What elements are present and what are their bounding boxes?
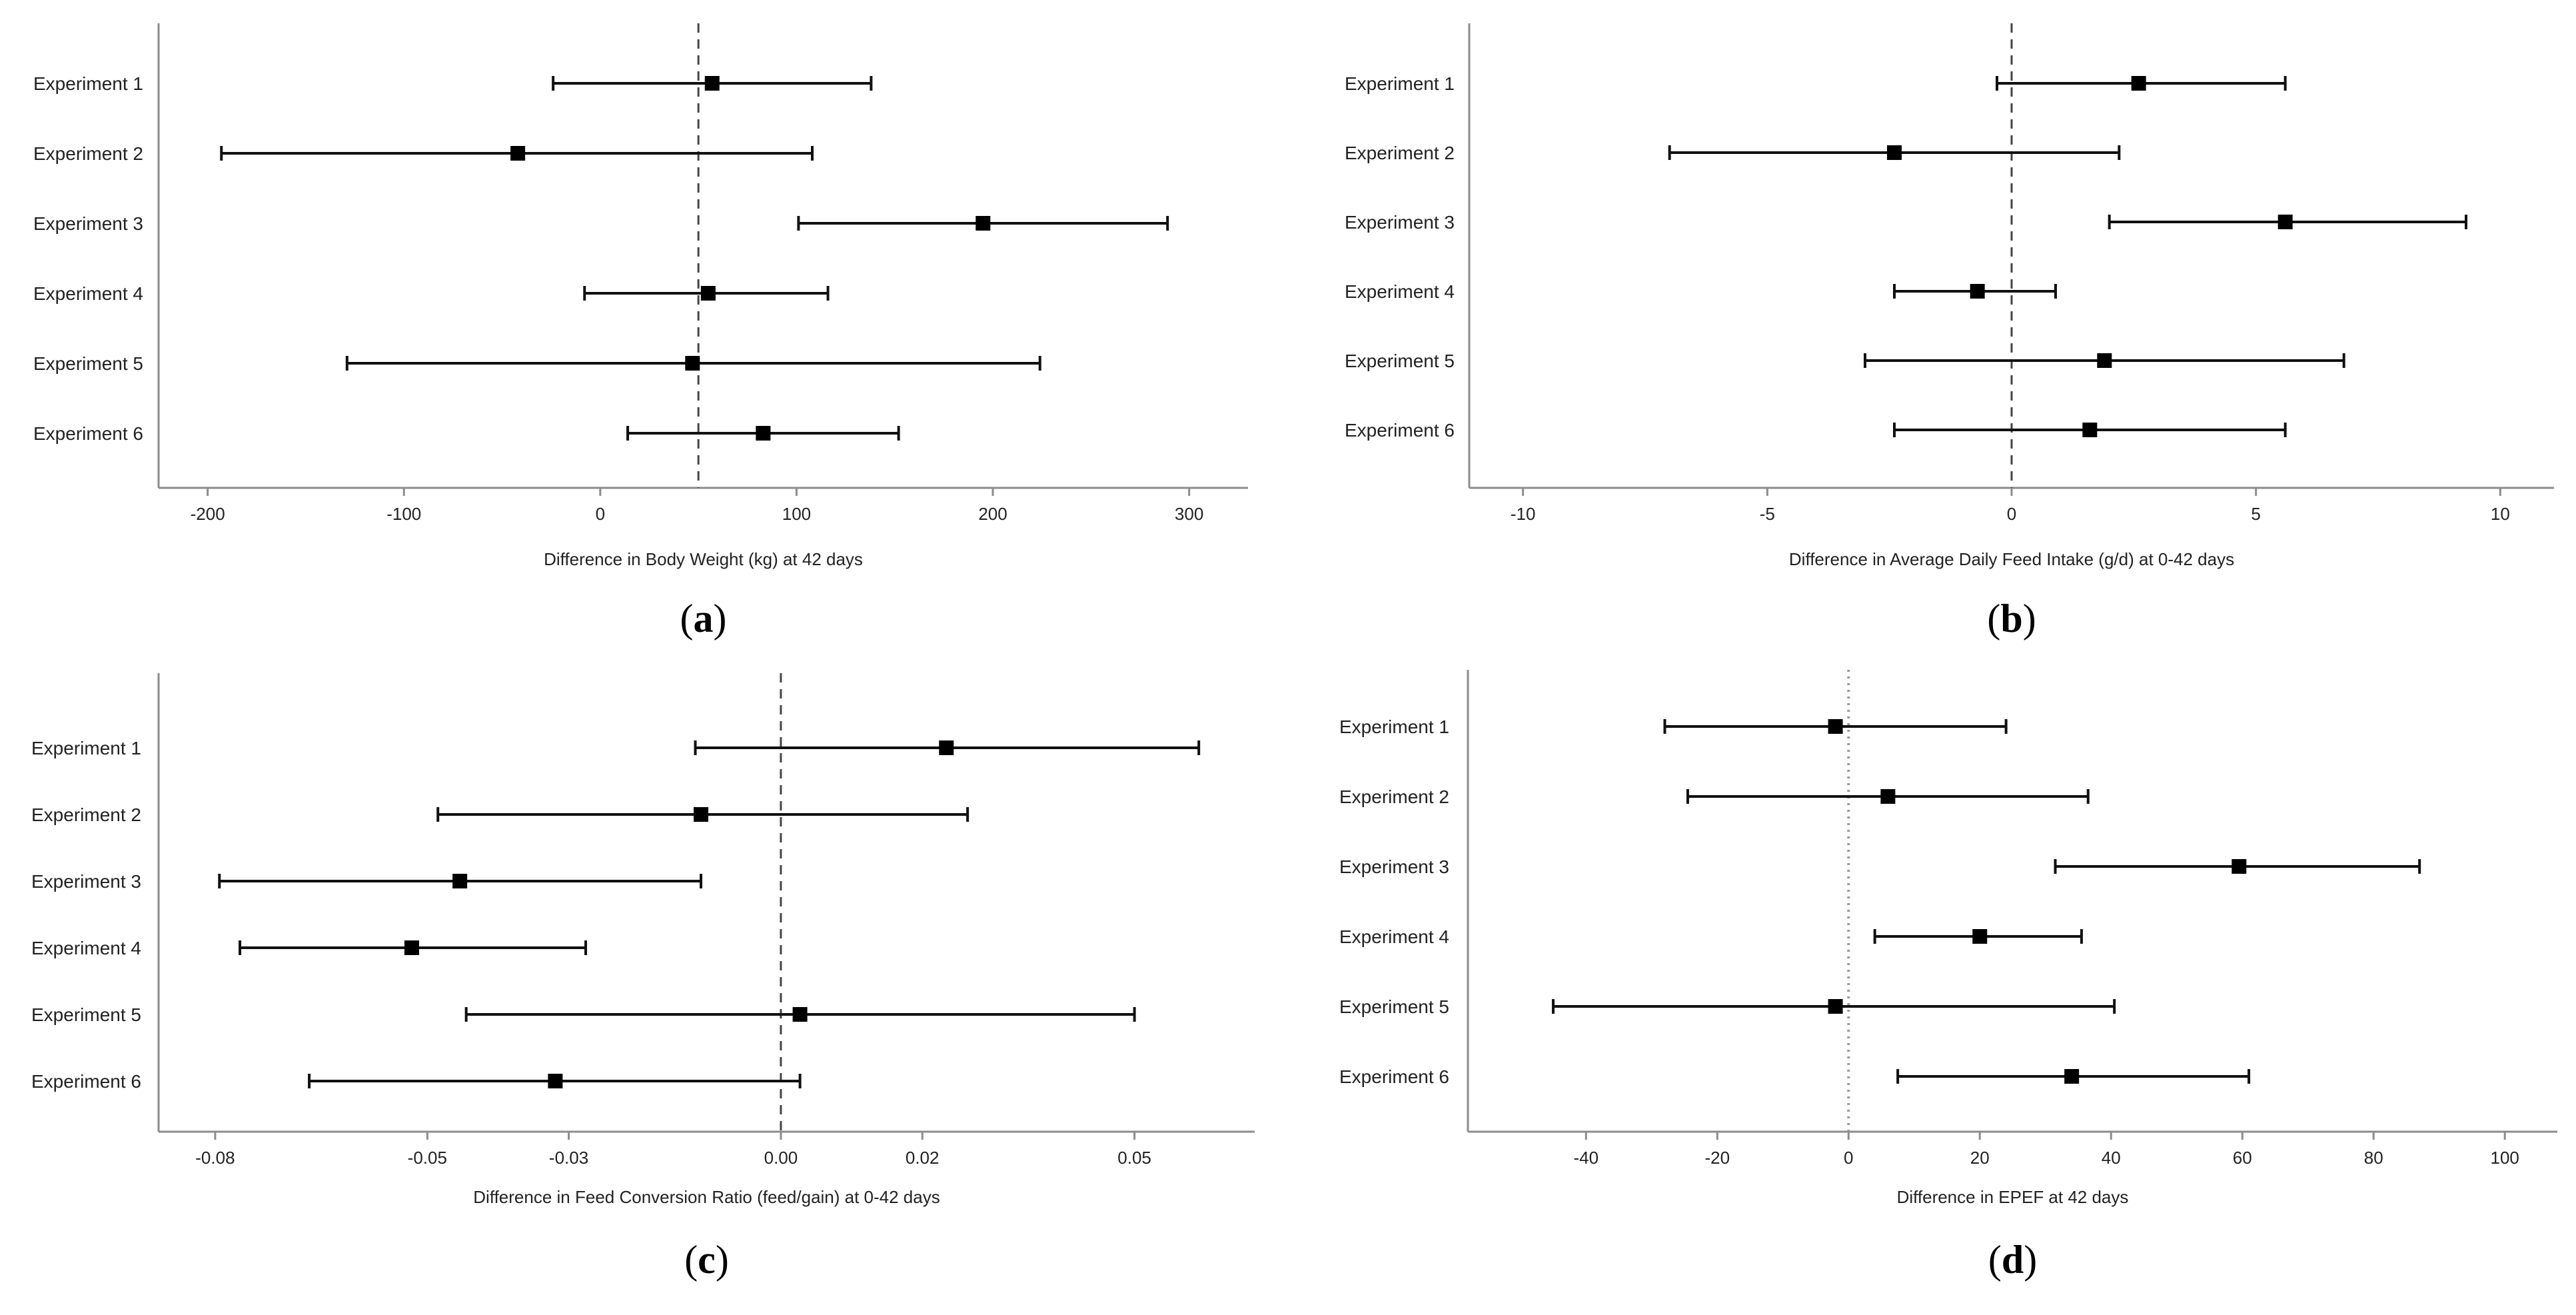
point-estimate-marker xyxy=(1828,719,1843,734)
category-label: Experiment 3 xyxy=(31,871,141,892)
category-label: Experiment 5 xyxy=(33,353,143,374)
x-axis-title: Difference in Average Daily Feed Intake … xyxy=(1789,549,2234,569)
point-estimate-marker xyxy=(1887,145,1902,160)
point-estimate-marker xyxy=(939,740,954,755)
x-tick-label: 0 xyxy=(1844,1148,1853,1168)
category-label: Experiment 3 xyxy=(1345,212,1455,233)
point-estimate-marker xyxy=(1970,284,1985,299)
x-tick-label: -0.03 xyxy=(549,1148,588,1168)
category-label: Experiment 1 xyxy=(33,73,143,94)
x-tick-label: -20 xyxy=(1704,1148,1730,1168)
point-estimate-marker xyxy=(2082,423,2098,437)
x-tick-label: 40 xyxy=(2102,1148,2121,1168)
category-label: Experiment 6 xyxy=(1345,420,1455,441)
x-tick-label: 0 xyxy=(2007,504,2016,524)
panel-label: (d) xyxy=(1988,1238,2037,1282)
category-label: Experiment 2 xyxy=(33,143,143,164)
category-label: Experiment 6 xyxy=(1339,1066,1449,1087)
point-estimate-marker xyxy=(2064,1069,2080,1084)
category-label: Experiment 5 xyxy=(1339,996,1449,1017)
x-tick-label: 0.02 xyxy=(906,1148,940,1168)
point-estimate-marker xyxy=(700,286,716,301)
x-tick-label: 0 xyxy=(596,504,605,524)
x-tick-label: 100 xyxy=(782,504,811,524)
point-estimate-marker xyxy=(704,76,720,91)
x-tick-label: 60 xyxy=(2233,1148,2252,1168)
category-label: Experiment 6 xyxy=(31,1071,141,1092)
category-label: Experiment 2 xyxy=(31,804,141,825)
point-estimate-marker xyxy=(2131,76,2146,91)
category-label: Experiment 4 xyxy=(33,283,143,304)
x-axis-title: Difference in Feed Conversion Ratio (fee… xyxy=(473,1187,940,1207)
point-estimate-marker xyxy=(1972,929,1988,944)
point-estimate-marker xyxy=(975,216,991,231)
point-estimate-marker xyxy=(1880,789,1896,804)
point-estimate-marker xyxy=(2232,859,2247,874)
point-estimate-marker xyxy=(2277,215,2293,229)
point-estimate-marker xyxy=(792,1007,808,1022)
panel-label: (a) xyxy=(680,597,727,641)
point-estimate-marker xyxy=(685,356,700,371)
x-tick-label: 100 xyxy=(2491,1148,2519,1168)
panel-d: -40 -20 0 20 40 60 80 100 Experiment 1 Experiment… xyxy=(1339,670,2557,1282)
x-tick-label: 10 xyxy=(2491,504,2510,524)
x-tick-label: 200 xyxy=(978,504,1007,524)
point-estimate-marker xyxy=(510,146,526,161)
category-label: Experiment 1 xyxy=(31,738,141,758)
category-label: Experiment 5 xyxy=(31,1004,141,1025)
point-estimate-marker xyxy=(452,874,468,888)
category-label: Experiment 4 xyxy=(1345,281,1455,302)
x-tick-label: 0.00 xyxy=(764,1148,798,1168)
category-label: Experiment 2 xyxy=(1345,143,1455,163)
x-axis-title: Difference in EPEF at 42 days xyxy=(1897,1187,2129,1207)
category-label: Experiment 3 xyxy=(1339,856,1449,877)
x-tick-label: -5 xyxy=(1760,504,1775,524)
x-tick-label: 5 xyxy=(2251,504,2260,524)
point-estimate-marker xyxy=(2097,353,2112,368)
category-label: Experiment 4 xyxy=(31,938,141,958)
point-estimate-marker xyxy=(756,426,771,441)
category-label: Experiment 1 xyxy=(1345,73,1455,94)
panel-c: -0.08 -0.05 -0.03 0.00 0.02 0.05 Experiment 1 E… xyxy=(31,673,1255,1282)
x-tick-label: -0.08 xyxy=(195,1148,235,1168)
panel-a: -200 -100 0 100 200 300 Experiment 1 Experiment… xyxy=(33,23,1248,641)
category-label: Experiment 6 xyxy=(33,423,143,444)
panel-label: (b) xyxy=(1987,597,2036,641)
category-label: Experiment 4 xyxy=(1339,926,1449,947)
category-label: Experiment 3 xyxy=(33,213,143,234)
point-estimate-marker xyxy=(694,807,709,822)
x-tick-label: -100 xyxy=(386,504,421,524)
point-estimate-marker xyxy=(548,1074,563,1088)
x-tick-label: 80 xyxy=(2364,1148,2383,1168)
x-tick-label: -200 xyxy=(191,504,225,524)
point-estimate-marker xyxy=(1828,999,1843,1014)
category-label: Experiment 2 xyxy=(1339,786,1449,807)
category-label: Experiment 5 xyxy=(1345,351,1455,371)
x-tick-label: 0.05 xyxy=(1117,1148,1151,1168)
category-label: Experiment 1 xyxy=(1339,716,1449,737)
x-tick-label: 300 xyxy=(1175,504,1203,524)
x-tick-label: -40 xyxy=(1574,1148,1599,1168)
x-tick-label: -10 xyxy=(1511,504,1536,524)
x-tick-label: 20 xyxy=(1970,1148,1990,1168)
x-tick-label: -0.05 xyxy=(408,1148,447,1168)
panel-label: (c) xyxy=(684,1238,729,1282)
point-estimate-marker xyxy=(404,940,419,955)
panel-b: -10 -5 0 5 10 Experiment 1 Experiment 2 Experim… xyxy=(1345,23,2554,641)
x-axis-title: Difference in Body Weight (kg) at 42 day… xyxy=(544,549,863,569)
